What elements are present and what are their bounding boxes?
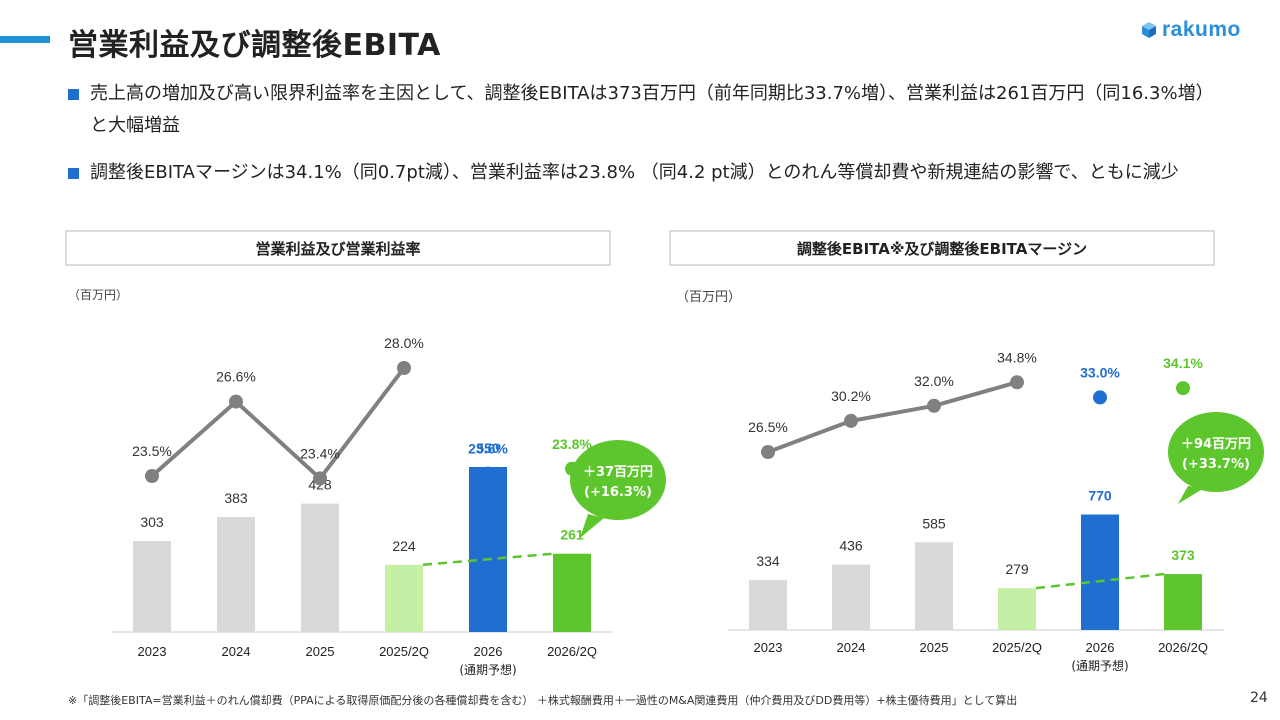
margin-ratio-label: 34.8%	[997, 349, 1037, 365]
page-title: 営業利益及び調整後EBITA	[68, 28, 441, 63]
x-tick-label: 2023	[754, 640, 783, 655]
x-tick-label: 2025	[306, 644, 335, 659]
growth-bubble-text: ＋37百万円	[583, 465, 653, 480]
margin-ratio-point	[313, 471, 327, 486]
bar-2025-2Q	[385, 564, 423, 632]
margin-ratio-label: 33.0%	[1080, 364, 1120, 380]
logo-cube-icon	[1142, 22, 1156, 38]
margin-ratio-point	[145, 469, 159, 483]
bar-value-label: 279	[1005, 561, 1029, 577]
bar-2023	[749, 579, 787, 630]
bar-2026-2Q	[1164, 574, 1202, 630]
x-tick-label: 2026/2Q	[547, 644, 597, 659]
bar-2026-2Q	[553, 553, 591, 632]
x-tick-label: 2025/2Q	[992, 640, 1042, 655]
chart-title-operating-profit: 営業利益及び営業利益率	[65, 230, 611, 266]
x-tick-label: 2024	[837, 640, 866, 655]
margin-ratio-point	[1093, 390, 1107, 405]
margin-ratio-point	[761, 445, 775, 459]
title-accent-bar	[0, 36, 50, 43]
bar-value-label: 303	[140, 514, 164, 530]
bullet-text: 調整後EBITAマージンは34.1%（同0.7pt減）、営業利益率は23.8% …	[90, 162, 1179, 183]
bullet-item: 調整後EBITAマージンは34.1%（同0.7pt減）、営業利益率は23.8% …	[68, 157, 1218, 189]
bar-2026	[1081, 514, 1119, 630]
margin-ratio-label: 26.6%	[216, 369, 256, 385]
margin-ratio-label: 23.4%	[300, 445, 340, 461]
growth-trend-dashed-line	[1035, 572, 1165, 590]
x-tick-label: 2023	[138, 644, 167, 659]
bar-value-label: 334	[756, 553, 780, 569]
bar-value-label: 261	[560, 527, 584, 543]
x-tick-sublabel: (通期予想)	[1071, 658, 1128, 673]
x-tick-label: 2025/2Q	[379, 644, 429, 659]
margin-ratio-line	[150, 366, 406, 481]
bullet-text: 売上高の増加及び高い限界利益率を主因として、調整後EBITAは373百万円（前年…	[90, 83, 1214, 136]
x-tick-label: 2026	[1086, 640, 1115, 655]
bar-value-label: 224	[392, 538, 416, 554]
growth-bubble-text: (+16.3%)	[584, 485, 652, 500]
margin-ratio-point	[481, 466, 495, 481]
bar-2024	[217, 517, 255, 632]
margin-ratio-label: 23.6%	[468, 441, 508, 457]
margin-ratio-label: 23.5%	[132, 443, 172, 459]
growth-bubble	[570, 440, 666, 520]
footnote: ※「調整後EBITA=営業利益＋のれん償却費（PPAによる取得原価配分後の各種償…	[68, 694, 1018, 707]
x-tick-sublabel: (通期予想)	[459, 662, 516, 677]
page-number: 24	[1250, 690, 1268, 706]
margin-ratio-point	[1176, 381, 1190, 396]
bar-2023	[133, 541, 171, 632]
growth-trend-dashed-line	[422, 552, 554, 567]
growth-bubble-text: ＋94百万円	[1181, 437, 1251, 452]
chart-unit-label: （百万円）	[676, 290, 742, 305]
margin-ratio-label: 28.0%	[384, 335, 424, 351]
bullet-square-icon	[68, 168, 79, 179]
bar-2025-2Q	[998, 588, 1036, 630]
margin-ratio-point	[397, 361, 411, 375]
x-tick-label: 2026/2Q	[1158, 640, 1208, 655]
chart-unit-label: （百万円）	[68, 288, 129, 302]
company-logo: rakumo	[1140, 18, 1241, 42]
growth-bubble-text: (+33.7%)	[1182, 457, 1250, 472]
bar-2025	[301, 503, 339, 632]
bar-value-label: 373	[1171, 547, 1195, 563]
margin-ratio-line	[767, 380, 1018, 454]
bullet-item: 売上高の増加及び高い限界利益率を主因として、調整後EBITAは373百万円（前年…	[68, 78, 1218, 142]
margin-ratio-label: 23.8%	[552, 436, 592, 452]
margin-ratio-point	[229, 394, 243, 409]
margin-ratio-point	[1010, 375, 1024, 390]
bar-value-label: 550	[476, 440, 500, 456]
bar-2025	[915, 542, 953, 630]
logo-text: rakumo	[1162, 18, 1241, 41]
bar-2026	[469, 467, 507, 632]
bar-value-label: 383	[224, 490, 248, 506]
bar-value-label: 436	[839, 538, 863, 554]
bullet-square-icon	[68, 89, 79, 100]
bar-2024	[832, 564, 870, 630]
margin-ratio-point	[927, 398, 941, 413]
x-tick-label: 2026	[474, 644, 503, 659]
margin-ratio-label: 34.1%	[1163, 355, 1203, 371]
margin-ratio-label: 32.0%	[914, 373, 954, 389]
growth-bubble	[1168, 412, 1264, 492]
margin-ratio-point	[844, 413, 858, 428]
growth-bubble-tail	[580, 514, 604, 538]
bar-value-label: 585	[922, 515, 946, 531]
x-tick-label: 2024	[222, 644, 251, 659]
margin-ratio-label: 30.2%	[831, 388, 871, 404]
chart-title-adjusted-ebita: 調整後EBITA※及び調整後EBITAマージン	[669, 230, 1215, 266]
x-tick-label: 2025	[920, 640, 949, 655]
margin-ratio-label: 26.5%	[748, 419, 788, 435]
bar-value-label: 770	[1088, 488, 1112, 504]
growth-bubble-tail	[1178, 486, 1204, 504]
